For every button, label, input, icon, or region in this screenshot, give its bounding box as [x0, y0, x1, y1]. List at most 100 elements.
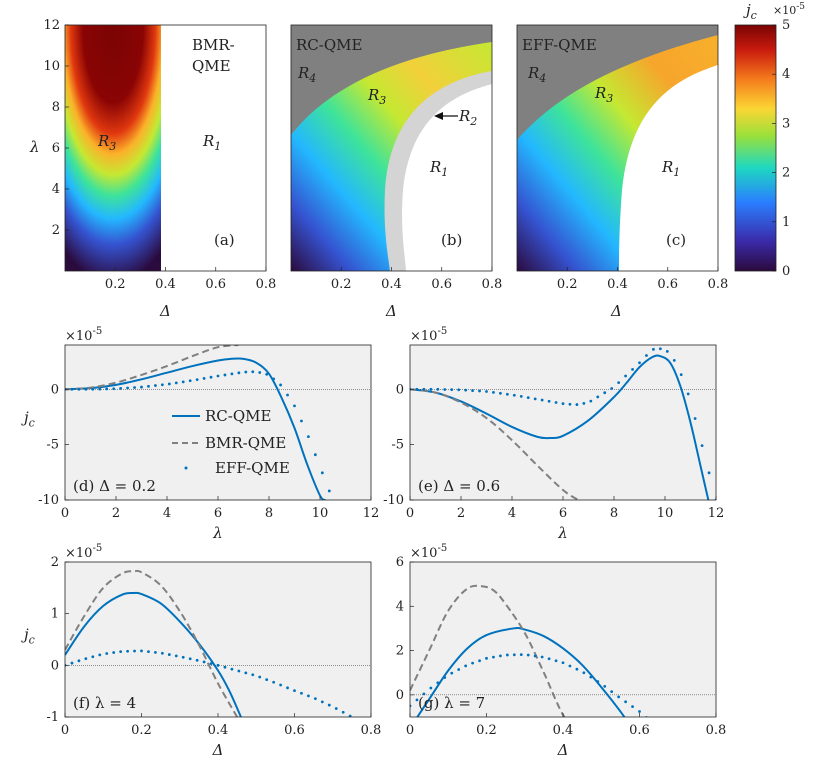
panel-d-series-eff-qme-point — [258, 371, 262, 374]
panel-e-series-eff-qme-point — [624, 374, 627, 378]
panel-c-xlabel: Δ — [610, 302, 622, 320]
panel-g-xtick-label: 0.4 — [553, 723, 574, 738]
panel-a-ticks: 0.2 0.4 0.6 0.8 2 4 6 8 10 12 — [43, 18, 276, 292]
panel-e-series-eff-qme-point — [638, 361, 641, 365]
panel-e-series-eff-qme-point — [540, 398, 544, 402]
panel-f-series-bmr-qme — [65, 569, 238, 717]
panel-g-series-eff-qme-point — [624, 700, 627, 704]
panel-f-ytick-label: -1 — [46, 710, 59, 725]
panel-b-region-r2: R2 — [458, 107, 477, 128]
panel-e-series-eff-qme-point — [512, 393, 516, 397]
panel-c-xtick-label: 0.4 — [607, 277, 628, 292]
panel-f-ylabel: jc — [21, 626, 35, 647]
panel-d-series-eff-qme-point — [133, 386, 136, 389]
panel-f-series-eff-qme-point — [202, 660, 206, 664]
panel-g-series-eff-qme-point — [659, 728, 662, 731]
panel-c-ticks: 0.2 0.4 0.6 0.8 — [557, 267, 728, 292]
panel-g-xtick-label: 0.8 — [706, 723, 727, 738]
panel-e-xtick-label: 10 — [657, 506, 674, 521]
panel-g-series-eff-qme-point — [471, 661, 474, 665]
panel-e: 0 2 4 6 8 10 12-10-50×10-5(e) Δ = 0.6λ — [383, 326, 724, 542]
panel-e-series-eff-qme-point — [686, 392, 690, 396]
panel-e-series-eff-qme-point — [603, 391, 607, 395]
colorbar-tick-label: 2 — [782, 166, 790, 181]
legend-rc-label: RC-QME — [205, 407, 271, 425]
panel-d-series-eff-qme-point — [223, 373, 227, 377]
panel-f-series-eff-qme-point — [84, 657, 88, 661]
panel-d-series-eff-qme-point — [181, 380, 185, 384]
panel-f-series-eff-qme-point — [320, 700, 324, 704]
panel-b-region-r1: R1 — [429, 158, 448, 179]
panel-d-label: (d) Δ = 0.2 — [73, 477, 156, 495]
panel-d-series-eff-qme-point — [154, 384, 157, 387]
panel-a-xlabel: Δ — [159, 302, 171, 320]
panel-g-series-eff-qme-point — [568, 664, 572, 668]
panel-c-xtick-label: 0.2 — [557, 277, 578, 292]
panel-f-series-eff-qme-point — [230, 667, 234, 671]
panel-a: BMR- QME R3 R1 (a) λ Δ 0.2 0.4 0.6 0.8 2 4 6 8 1… — [29, 18, 276, 320]
panel-a-ytick-label: 2 — [52, 223, 60, 238]
panel-a-ytick-label: 6 — [52, 141, 60, 156]
panel-b-xtick-label: 0.2 — [331, 277, 352, 292]
panel-b-r2-arrowhead — [434, 112, 443, 120]
panel-e-series-eff-qme-point — [519, 395, 523, 398]
panel-e-series-eff-qme-point — [707, 471, 711, 475]
panel-g-series-eff-qme-point — [603, 685, 607, 688]
panel-f-series-eff-qme-point — [272, 680, 276, 684]
panel-e-series-eff-qme-point — [672, 358, 676, 362]
panel-d-ytick-label: -10 — [38, 493, 59, 508]
panel-b-label: (b) — [441, 231, 462, 249]
panel-f-series-eff-qme-point — [91, 655, 95, 659]
panel-g-series-eff-qme-point — [436, 681, 440, 685]
panel-f-series-eff-qme-point — [119, 650, 123, 654]
panel-d-xtick-label: 8 — [265, 506, 273, 521]
panel-d-ytick-label: -5 — [46, 438, 59, 453]
panel-e-series-eff-qme-point — [471, 389, 474, 392]
panel-f-series-eff-qme-point — [341, 710, 345, 714]
panel-e-series-eff-qme-point — [700, 444, 704, 448]
panel-g-series-eff-qme-point — [575, 667, 579, 671]
panel-g-plot-area — [410, 584, 669, 738]
panel-f-series-eff-qme-point — [265, 678, 269, 682]
panel-f-series-eff-qme-point — [181, 655, 185, 659]
panel-d-series-eff-qme-point — [167, 382, 171, 386]
panel-a-ytick-label: 12 — [43, 18, 60, 33]
panel-d-series-rc-qme — [65, 357, 326, 500]
legend-eff-label: EFF-QME — [215, 459, 290, 477]
panel-e-scale-base: ×10 — [410, 329, 437, 344]
panel-e-plot-area — [410, 347, 716, 500]
panel-f-series-eff-qme-point — [327, 703, 331, 707]
legend-eff-swatch — [184, 466, 188, 470]
panel-f-ytick-label: 1 — [51, 607, 59, 622]
panel-d-series-eff-qme-point — [202, 377, 206, 380]
panel-a-ytick-label: 10 — [43, 59, 60, 74]
panel-e-series-eff-qme-point — [450, 388, 454, 392]
panel-g-series-eff-qme-point — [505, 653, 509, 657]
panel-d-series-eff-qme-point — [313, 453, 317, 457]
panel-g-series-eff-qme-point — [526, 653, 530, 657]
panel-d-ylabel-main: j — [21, 409, 29, 427]
panel-g-series-eff-qme-point — [666, 735, 669, 738]
panel-c-region-r1: R1 — [661, 158, 680, 179]
panel-d-xtick-label: 10 — [312, 506, 329, 521]
panel-a-ytick-label: 4 — [52, 182, 60, 197]
panel-d-series-eff-qme-point — [230, 372, 234, 376]
panel-a-title-line2: QME — [192, 57, 231, 75]
panel-g-series-eff-qme-point — [457, 668, 461, 671]
panel-e-series-eff-qme-point — [492, 391, 495, 394]
panel-a-xtick-label: 0.8 — [256, 277, 277, 292]
panel-f-ytick-label: 2 — [51, 555, 59, 570]
panel-e-xtick-label: 8 — [610, 506, 618, 521]
panel-f-xtick-label: 0.2 — [131, 723, 152, 738]
panel-f-series-eff-qme-point — [154, 650, 157, 654]
panel-d-ytick-label: 0 — [51, 382, 59, 397]
panel-d-ylabel-sub: c — [29, 417, 35, 430]
panel-f-xtick-label: 0.4 — [208, 723, 229, 738]
panel-g-series-eff-qme-point — [492, 655, 495, 659]
panel-a-ylabel: λ — [29, 138, 40, 156]
panel-e-series-eff-qme-point — [582, 401, 586, 405]
panel-g-series-eff-qme-point — [464, 664, 468, 668]
panel-a-title-line1: BMR- — [192, 36, 235, 54]
panel-c-xtick-label: 0.6 — [657, 277, 678, 292]
colorbar-tick-label: 5 — [782, 18, 790, 33]
